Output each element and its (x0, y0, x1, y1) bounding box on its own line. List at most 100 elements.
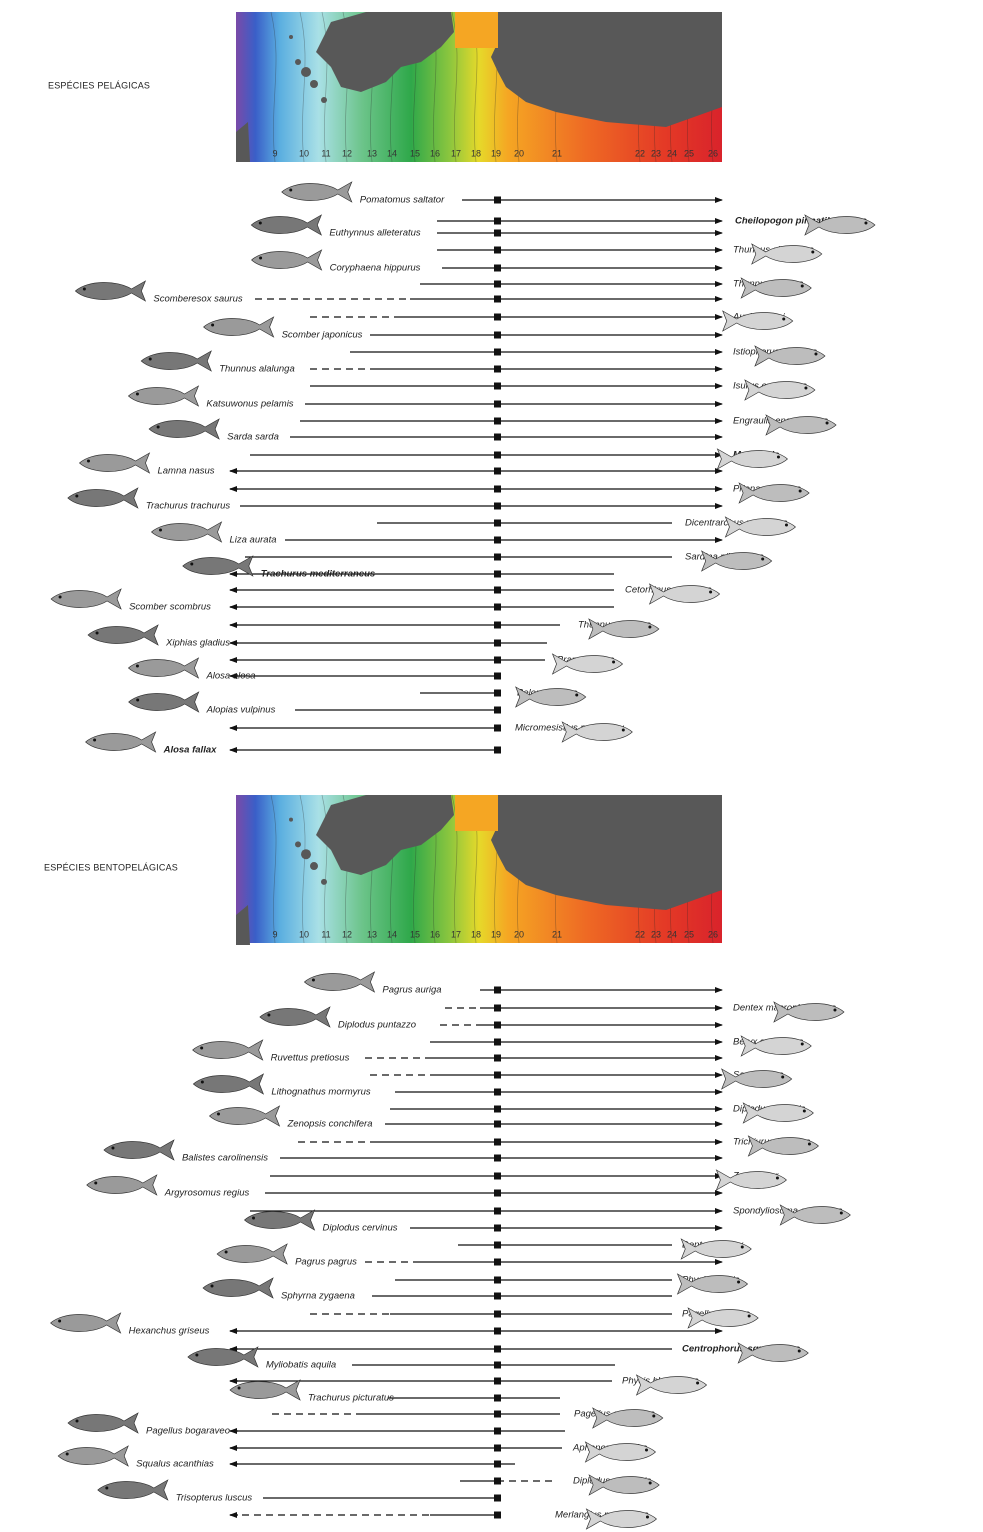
fish-illustration (751, 243, 823, 265)
island (295, 841, 301, 848)
fish-illustration (754, 345, 826, 367)
isotherm-label: 23 (651, 929, 661, 939)
center-marker (494, 1327, 501, 1335)
isotherm-label: 13 (367, 148, 377, 158)
fish-body (588, 618, 660, 640)
center-marker (494, 331, 501, 339)
fish-illustration (67, 487, 139, 509)
land (491, 12, 722, 127)
fish-illustration (740, 277, 812, 299)
fish-eye (200, 1046, 204, 1050)
fish-body (515, 686, 587, 708)
fish-body (57, 1445, 129, 1467)
species-name: Trachurus trachurus (146, 501, 231, 512)
fish-eye (58, 595, 62, 599)
fish-body (78, 452, 151, 474)
isotherm-label: 24 (667, 148, 677, 158)
fish-illustration (765, 414, 837, 436)
fish-illustration (192, 1039, 264, 1061)
center-marker (494, 1120, 501, 1128)
isotherm-label: 22 (635, 929, 645, 939)
species-name: Alosa fallax (163, 745, 218, 756)
fish-eye (94, 1181, 98, 1185)
fish-illustration (715, 1169, 787, 1191)
fish-eye (644, 1448, 648, 1452)
isotherm-label: 17 (451, 929, 461, 939)
fish-eye (800, 284, 804, 288)
fish-eye (289, 188, 293, 192)
fish-illustration (127, 657, 200, 679)
fish-eye (798, 489, 802, 493)
center-marker (494, 689, 501, 697)
center-marker (494, 672, 501, 680)
isotherm-line (321, 794, 328, 944)
isotherm-label: 26 (708, 148, 718, 158)
isotherm-line (270, 794, 277, 944)
fish-body (700, 550, 773, 572)
fish-eye (211, 323, 215, 327)
fish-body (680, 1238, 752, 1260)
species-name: Sphyrna zygaena (281, 1291, 355, 1302)
isotherm-label: 26 (708, 929, 718, 939)
fish-illustration (648, 583, 721, 605)
isotherm-label: 16 (430, 929, 440, 939)
fish-eye (267, 1013, 271, 1017)
fish-illustration (243, 1209, 316, 1231)
fish-eye (158, 528, 162, 532)
fish-eye (135, 664, 139, 668)
species-name: Scomber scombrus (129, 602, 211, 613)
island (310, 862, 318, 871)
strait (455, 12, 498, 48)
fish-illustration (229, 1379, 301, 1401)
fish-illustration (148, 418, 220, 440)
center-marker (494, 313, 501, 321)
species-name: Liza aurata (229, 535, 276, 546)
isotherm-label: 9 (272, 929, 277, 939)
center-marker (494, 1088, 501, 1096)
fish-body (150, 521, 223, 543)
center-marker (494, 1004, 501, 1012)
species-name: Diplodus cervinus (323, 1223, 398, 1234)
fish-illustration (192, 1073, 265, 1095)
fish-eye (75, 1419, 79, 1423)
isotherm-line (299, 11, 306, 163)
fish-body (229, 1379, 301, 1401)
isotherm-label: 22 (635, 148, 645, 158)
center-marker (494, 348, 501, 356)
fish-body (140, 350, 212, 372)
fish-illustration (208, 1105, 281, 1127)
fish-illustration (588, 1474, 660, 1496)
isotherm-label: 21 (552, 929, 562, 939)
center-marker (494, 553, 501, 561)
fish-eye (156, 425, 160, 429)
fish-eye (111, 1146, 115, 1150)
isotherm-label: 14 (387, 148, 397, 158)
fish-eye (740, 1245, 744, 1249)
isotherm-label: 14 (387, 929, 397, 939)
fish-body (779, 1204, 851, 1226)
land (236, 905, 250, 945)
isotherm-label: 15 (410, 148, 420, 158)
fish-eye (258, 221, 262, 225)
species-name: Myliobatis aquila (266, 1360, 336, 1371)
fish-body (751, 243, 823, 265)
fish-illustration (250, 214, 323, 236)
center-marker (494, 196, 501, 204)
species-name: Merlangius merlangus (555, 1510, 649, 1521)
center-marker (494, 603, 501, 611)
fish-eye (259, 256, 263, 260)
isotherm-label: 18 (471, 929, 481, 939)
isotherm-label: 12 (342, 929, 352, 939)
center-marker (494, 1410, 501, 1418)
center-marker (494, 1477, 501, 1485)
fish-illustration (187, 1346, 259, 1368)
fish-illustration (50, 1312, 122, 1334)
fish-body (203, 316, 275, 338)
center-marker (494, 1460, 501, 1468)
fish-illustration (182, 555, 254, 577)
species-name: Argyrosomus regius (164, 1188, 250, 1199)
fish-eye (95, 631, 99, 635)
center-marker (494, 280, 501, 288)
species-name: Katsuwonus pelamis (206, 399, 293, 410)
